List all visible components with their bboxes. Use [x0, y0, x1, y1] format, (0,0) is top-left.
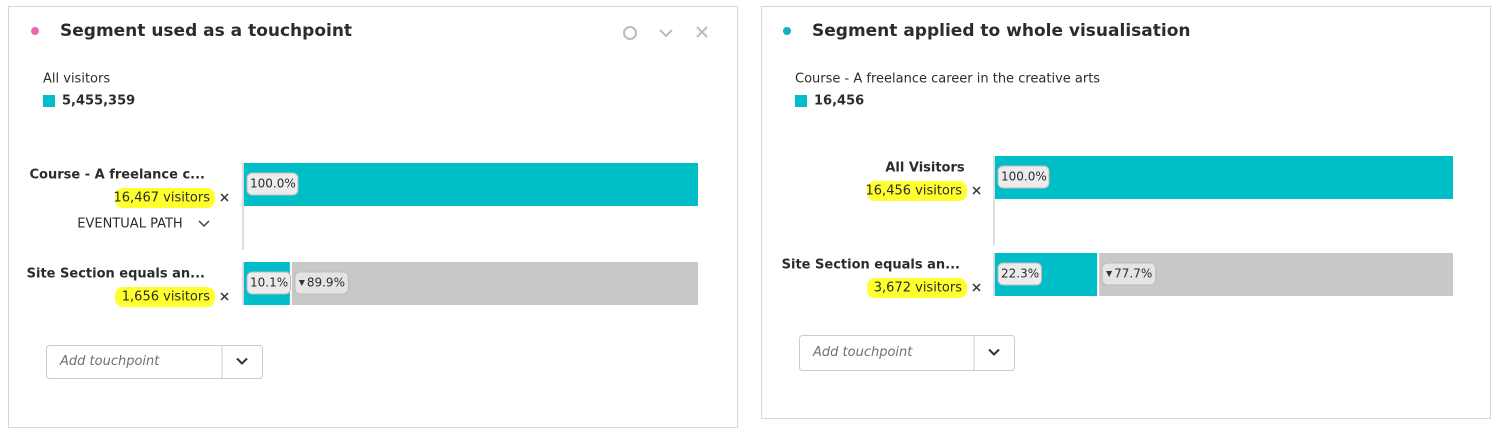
- dropdown-chevron[interactable]: [988, 348, 1000, 356]
- step-name: Site Section equals an...: [782, 258, 960, 273]
- dropoff-label: 77.7%: [1114, 267, 1152, 281]
- step-visitors: 16,467 visitors: [114, 191, 211, 206]
- collapse-icon[interactable]: [659, 29, 673, 38]
- dropoff-bar: [1099, 253, 1453, 296]
- step-name: Course - A freelance c...: [30, 168, 205, 183]
- bar-label: 10.1%: [250, 276, 288, 290]
- remove-icon[interactable]: [972, 186, 981, 195]
- step-visitors: 1,656 visitors: [122, 290, 210, 305]
- remove-icon[interactable]: [220, 193, 229, 202]
- summary-value: 16,456: [814, 94, 864, 109]
- bar-label-bg: [997, 262, 1042, 286]
- down-arrow: [1106, 271, 1113, 277]
- dropoff-bar: [291, 262, 698, 305]
- down-arrow: [298, 280, 305, 286]
- path-label[interactable]: EVENTUAL PATH: [77, 217, 182, 232]
- settings-icon[interactable]: [623, 26, 637, 40]
- bar-label-bg: [997, 165, 1050, 189]
- summary-label: Course - A freelance career in the creat…: [795, 72, 1100, 87]
- bar-label-bg: [294, 271, 349, 295]
- remove-icon[interactable]: [972, 283, 981, 292]
- step-name: All Visitors: [885, 161, 965, 176]
- panel-title: Segment applied to whole visualisation: [812, 21, 1190, 41]
- bar: [244, 163, 698, 206]
- bar-label: 100.0%: [250, 177, 296, 191]
- add-touchpoint-input[interactable]: [799, 335, 1015, 371]
- highlight: [867, 181, 967, 201]
- add-touchpoint-placeholder[interactable]: Add touchpoint: [59, 354, 160, 369]
- highlight: [867, 278, 967, 298]
- step-visitors: 16,456 visitors: [866, 184, 963, 199]
- bar-label-bg: [246, 172, 299, 196]
- bar: [995, 156, 1453, 199]
- step-visitors: 3,672 visitors: [874, 281, 962, 296]
- close-icon[interactable]: [696, 26, 708, 38]
- add-touchpoint-placeholder[interactable]: Add touchpoint: [812, 345, 913, 360]
- status-dot: [783, 27, 791, 35]
- dropdown-chevron[interactable]: [236, 357, 248, 365]
- add-touchpoint-input[interactable]: [46, 345, 263, 379]
- bar-label-bg: [1101, 262, 1157, 286]
- step-name: Site Section equals an...: [27, 267, 205, 282]
- panel-controls[interactable]: [623, 26, 708, 40]
- legend-swatch: [795, 95, 807, 107]
- summary-label: All visitors: [43, 72, 110, 87]
- highlight: [115, 188, 215, 208]
- remove-icon[interactable]: [220, 292, 229, 301]
- status-dot: [31, 27, 39, 35]
- bar-label-bg: [246, 271, 291, 295]
- summary-value: 5,455,359: [62, 94, 135, 109]
- bar-label: 22.3%: [1001, 267, 1039, 281]
- path-chevron[interactable]: [198, 220, 210, 228]
- panel-title: Segment used as a touchpoint: [60, 21, 352, 41]
- bar-label: 100.0%: [1001, 170, 1047, 184]
- legend-swatch: [43, 95, 55, 107]
- highlight: [115, 287, 215, 307]
- dropoff-label: 89.9%: [307, 276, 345, 290]
